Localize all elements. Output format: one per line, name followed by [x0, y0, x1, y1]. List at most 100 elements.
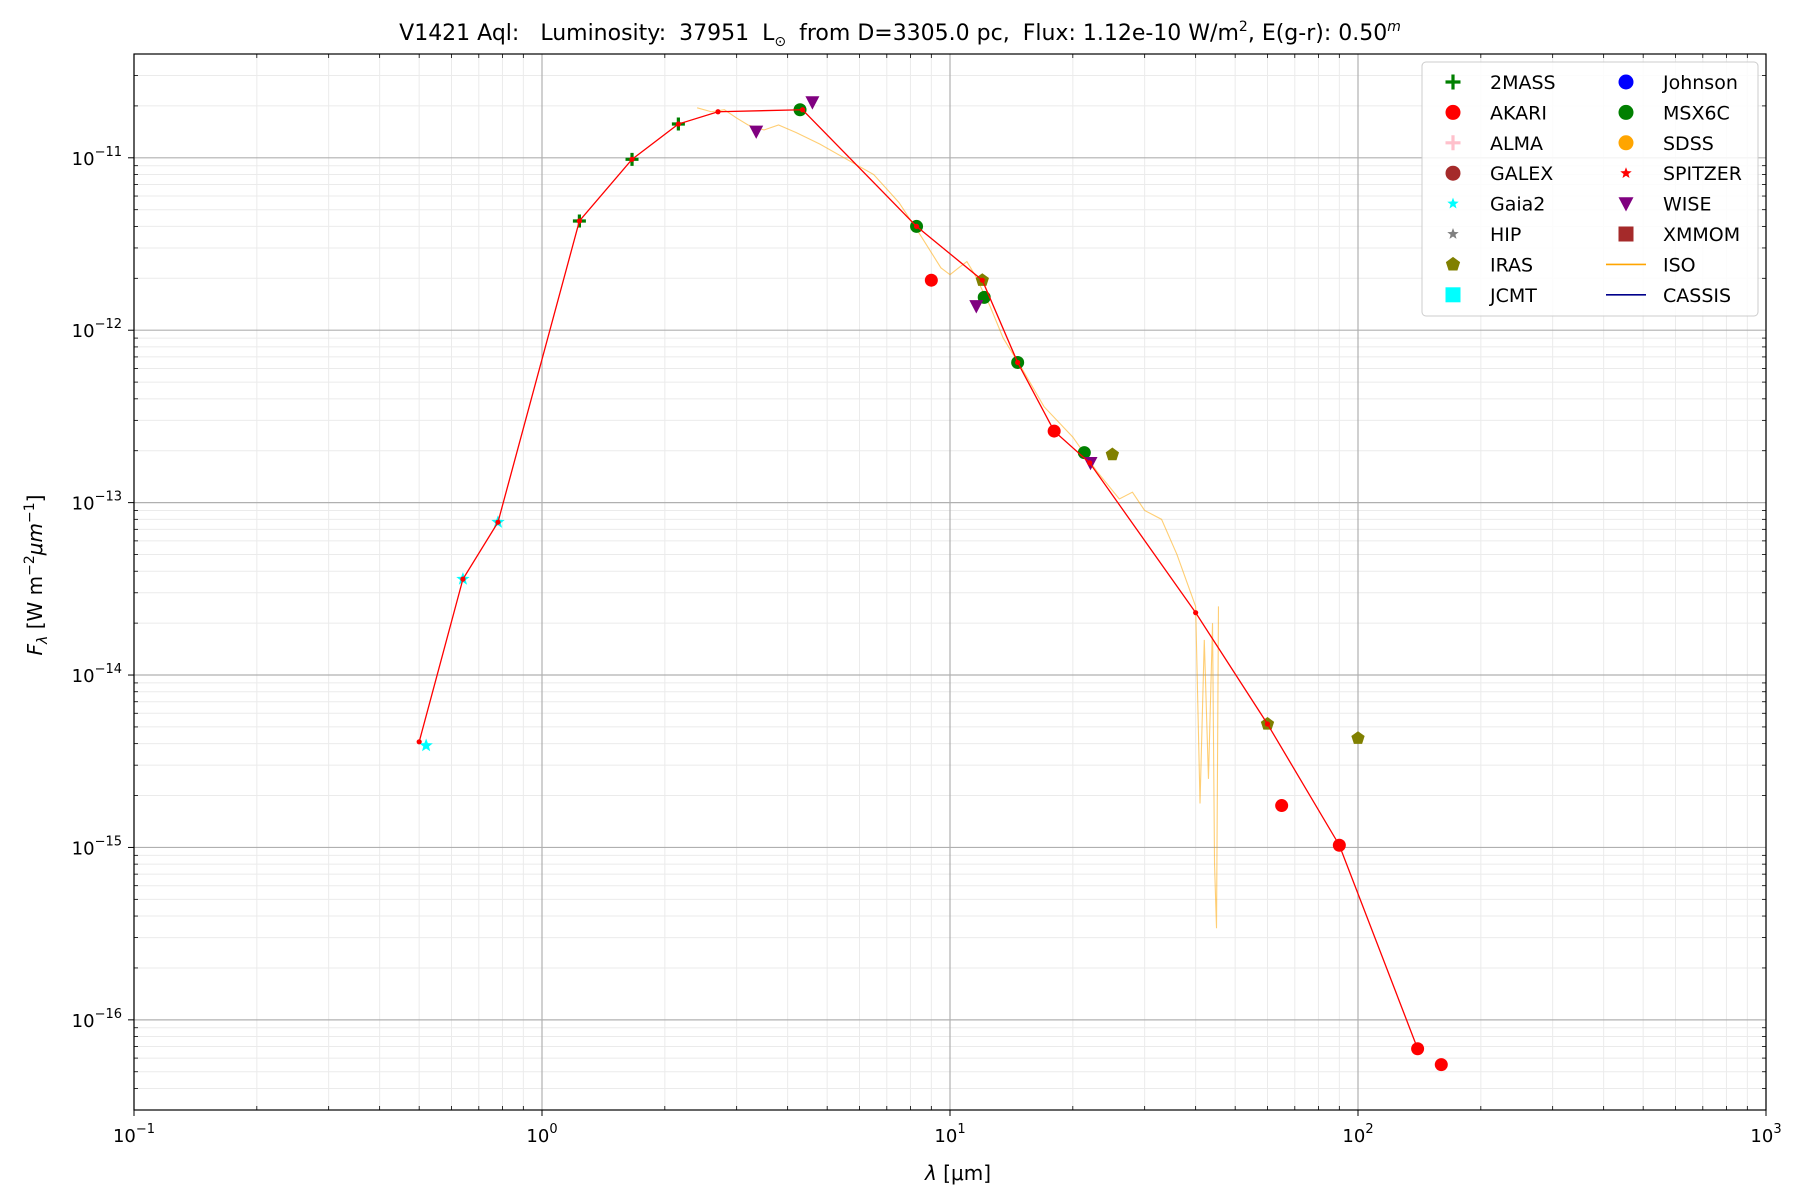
grid-major [133, 54, 1767, 1110]
legend-marker [1445, 104, 1461, 120]
legend-marker [1445, 165, 1461, 181]
legend-item-galex: GALEX [1445, 163, 1553, 185]
legend-item-spitzer: SPITZER [1620, 163, 1742, 185]
point-akari [924, 273, 938, 287]
y-axis-label-sub: λ [35, 636, 51, 645]
x-tick-label-base: 10 [113, 1126, 136, 1147]
y-tick-label-base: 10 [72, 1011, 95, 1032]
point-gaia2 [419, 738, 433, 752]
legend-item-johnson: Johnson [1618, 72, 1738, 94]
x-tick-label-base: 10 [1750, 1126, 1773, 1147]
model-point [1193, 610, 1199, 616]
legend: 2MASS AKARI ALMA GALEX Gaia2 HIP IRAS JCMT Johns… [1421, 61, 1759, 317]
legend-item-hip: HIP [1447, 224, 1521, 246]
point-wise [749, 125, 764, 139]
y-axis-label-exp2: −1 [22, 502, 38, 523]
legend-label: IRAS [1490, 254, 1533, 276]
title-luminosity-label: Luminosity: [540, 21, 666, 46]
y-tick-label-base: 10 [72, 666, 95, 687]
legend-marker [1618, 135, 1634, 151]
x-axis-label: λ [μm] [924, 1161, 991, 1185]
point-wise [969, 300, 984, 314]
y-tick-label-base: 10 [72, 838, 95, 859]
legend-item-alma: ALMA [1445, 133, 1543, 155]
legend-marker [1618, 74, 1634, 90]
legend-label: ISO [1663, 254, 1696, 276]
y-axis-label-symbol: F [23, 643, 47, 655]
y-axis-label-unit: [W m [23, 576, 47, 636]
legend-item-gaia2: Gaia2 [1447, 194, 1545, 216]
title-luminosity-unit: L [762, 21, 775, 46]
x-tick-label-base: 10 [1342, 1126, 1365, 1147]
legend-label: CASSIS [1663, 285, 1731, 307]
model-point [979, 277, 985, 283]
legend-label: SPITZER [1663, 163, 1742, 185]
x-axis-label-unit: [μm] [937, 1161, 991, 1185]
x-tick-label-exp: 2 [1365, 1122, 1373, 1137]
legend-label: XMMOM [1663, 224, 1740, 246]
title-distance: from D=3305.0 pc, [799, 21, 1010, 46]
legend-label: Johnson [1662, 72, 1738, 94]
y-axis-label-mid: μm [23, 523, 47, 556]
point-iras [1351, 731, 1365, 744]
y-axis-label-end: ] [23, 495, 47, 503]
model-point [576, 218, 583, 224]
legend-label: GALEX [1490, 163, 1553, 185]
x-tick-label-exp: −1 [136, 1122, 155, 1137]
legend-marker [1445, 287, 1461, 303]
plot-lines [696, 107, 1220, 929]
legend-marker [1447, 197, 1459, 209]
legend-label: JCMT [1489, 285, 1537, 307]
point-akari [1275, 799, 1289, 813]
y-axis-label-exp1: −2 [22, 555, 38, 576]
x-tick-label: 103 [1750, 1122, 1781, 1147]
legend-item-msx6c: MSX6C [1618, 102, 1730, 124]
point-wise [805, 96, 820, 110]
x-tick-label-exp: 1 [957, 1122, 965, 1137]
legend-marker [1445, 74, 1461, 90]
legend-label: Gaia2 [1490, 194, 1545, 216]
model-point [1015, 359, 1021, 366]
y-tick-label: 10−11 [72, 145, 122, 170]
x-tick-label-base: 10 [934, 1126, 957, 1147]
plot-markers [416, 96, 1448, 1072]
legend-item-iras: IRAS [1445, 254, 1533, 276]
x-tick-label: 101 [934, 1122, 965, 1147]
legend-item-xmmom: XMMOM [1618, 224, 1740, 246]
y-tick-label: 10−12 [72, 317, 122, 342]
model-point [495, 519, 501, 525]
model-point [1087, 460, 1093, 466]
legend-marker [1618, 226, 1634, 242]
legend-marker [1445, 135, 1461, 151]
y-tick-label-exp: −13 [95, 490, 122, 505]
x-tick-label: 10−1 [113, 1122, 155, 1147]
legend-marker [1618, 197, 1634, 212]
legend-box [1421, 61, 1759, 317]
model-point [1051, 428, 1057, 434]
legend-label: HIP [1490, 224, 1521, 246]
model-point [416, 739, 422, 745]
title-flux-exp: 2 [1239, 19, 1248, 35]
model-point [460, 576, 466, 582]
point-akari [1434, 1058, 1448, 1072]
y-tick-label: 10−14 [72, 662, 122, 687]
y-tick-label-exp: −12 [95, 317, 122, 332]
legend-marker [1620, 167, 1632, 179]
y-tick-label-base: 10 [72, 494, 95, 515]
x-tick-label: 102 [1342, 1122, 1373, 1147]
title-star: V1421 Aql: [399, 21, 519, 46]
x-tick-label-exp: 3 [1773, 1122, 1781, 1137]
model-point [913, 223, 920, 230]
y-tick-label-exp: −15 [95, 834, 122, 849]
y-tick-label-base: 10 [72, 321, 95, 342]
y-tick-label: 10−13 [72, 490, 122, 515]
legend-item-wise: WISE [1618, 194, 1711, 216]
legend-label: AKARI [1490, 102, 1547, 124]
x-tick-label-base: 10 [526, 1126, 549, 1147]
legend-item-2mass: 2MASS [1445, 72, 1556, 94]
legend-marker [1447, 228, 1459, 239]
legend-label: ALMA [1490, 133, 1543, 155]
legend-item-iso: ISO [1606, 254, 1696, 276]
legend-item-cassis: CASSIS [1606, 285, 1731, 307]
